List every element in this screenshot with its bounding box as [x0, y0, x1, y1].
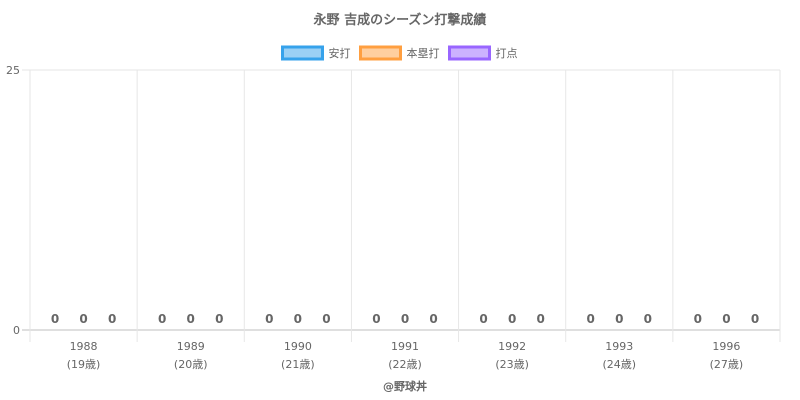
value-label-1-1: 0 — [187, 312, 195, 326]
value-label-6-2: 0 — [751, 312, 759, 326]
x-tick-age-1: (20歳) — [174, 358, 208, 371]
x-tick-year-5: 1993 — [605, 340, 633, 353]
legend-label-2[interactable]: 打点 — [496, 46, 518, 60]
value-label-6-0: 0 — [694, 312, 702, 326]
x-tick-year-3: 1991 — [391, 340, 419, 353]
grid — [22, 69, 781, 342]
legend: 安打 本塁打 打点 — [281, 45, 518, 61]
value-label-2-2: 0 — [322, 312, 330, 326]
value-label-5-1: 0 — [615, 312, 623, 326]
legend-label-0[interactable]: 安打 — [329, 46, 351, 60]
value-label-2-1: 0 — [294, 312, 302, 326]
x-tick-age-6: (27歳) — [710, 358, 744, 371]
value-label-0-2: 0 — [108, 312, 116, 326]
value-label-6-1: 0 — [722, 312, 730, 326]
x-tick-age-0: (19歳) — [67, 358, 101, 371]
x-tick-age-5: (24歳) — [602, 358, 636, 371]
x-tick-year-6: 1996 — [712, 340, 740, 353]
x-axis-label: @野球丼 — [383, 379, 427, 393]
legend-swatch-1[interactable] — [359, 45, 402, 61]
x-tick-age-3: (22歳) — [388, 358, 422, 371]
value-label-4-2: 0 — [537, 312, 545, 326]
value-label-2-0: 0 — [265, 312, 273, 326]
legend-swatch-0[interactable] — [281, 45, 324, 61]
chart-title: 永野 吉成のシーズン打撃成績 — [313, 12, 487, 28]
x-tick-year-4: 1992 — [498, 340, 526, 353]
value-label-5-2: 0 — [644, 312, 652, 326]
x-tick-age-2: (21歳) — [281, 358, 315, 371]
value-label-0-1: 0 — [79, 312, 87, 326]
y-tick-label-0: 0 — [13, 324, 20, 337]
x-tick-year-2: 1990 — [284, 340, 312, 353]
legend-swatch-2[interactable] — [448, 45, 491, 61]
value-label-1-0: 0 — [158, 312, 166, 326]
x-tick-age-4: (23歳) — [495, 358, 529, 371]
value-label-3-2: 0 — [429, 312, 437, 326]
value-label-3-1: 0 — [401, 312, 409, 326]
x-tick-year-1: 1989 — [177, 340, 205, 353]
value-label-5-0: 0 — [587, 312, 595, 326]
x-axis: 1988 (19歳) 1989 (20歳) 1990 (21歳) 1991 (22歳) 1992… — [67, 340, 743, 371]
y-axis: 0 25 — [6, 64, 20, 337]
value-label-4-0: 0 — [479, 312, 487, 326]
x-tick-year-0: 1988 — [70, 340, 98, 353]
value-label-1-2: 0 — [215, 312, 223, 326]
value-labels: 0 0 0 0 0 0 0 0 0 0 0 0 0 0 0 0 0 0 0 0 0 — [51, 312, 759, 326]
value-label-4-1: 0 — [508, 312, 516, 326]
value-label-0-0: 0 — [51, 312, 59, 326]
legend-label-1[interactable]: 本塁打 — [407, 46, 440, 60]
y-tick-label-1: 25 — [6, 64, 20, 77]
value-label-3-0: 0 — [372, 312, 380, 326]
